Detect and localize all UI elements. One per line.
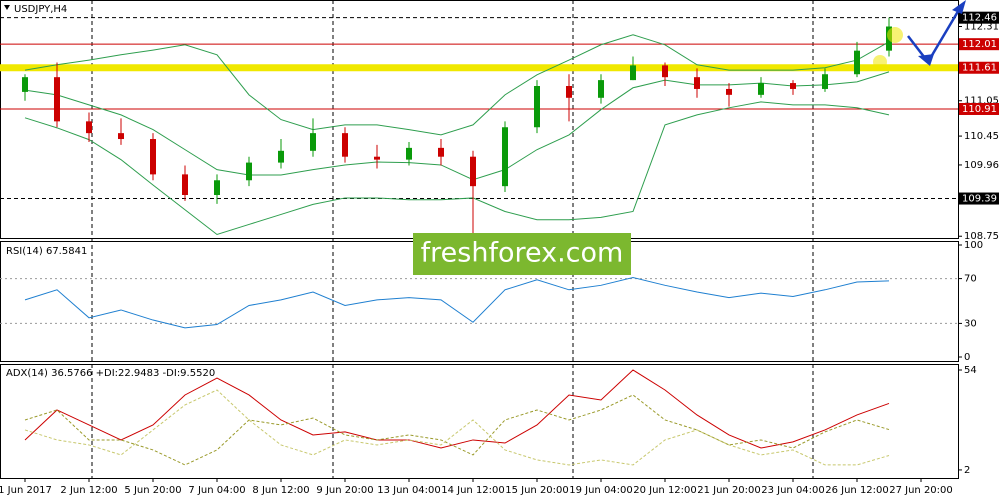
menu-icon	[4, 5, 10, 10]
x-tick-label: 19 Jun 04:00	[569, 485, 633, 496]
y-tick-label: 70	[964, 274, 977, 285]
candle-body	[598, 80, 604, 98]
adx-panel	[0, 364, 959, 479]
candle-body	[566, 86, 572, 98]
candle-body	[310, 133, 316, 151]
series-line	[24, 369, 890, 449]
series-line	[24, 101, 890, 236]
x-tick-label: 15 Jun 20:00	[505, 485, 569, 496]
series-line	[24, 71, 890, 181]
candle-body	[502, 127, 508, 187]
arrow-head	[918, 54, 934, 66]
level-label: 109.39	[962, 194, 997, 205]
x-tick-label: 5 Jun 20:00	[124, 485, 181, 496]
series-line	[24, 389, 890, 466]
y-tick-label: 112.31	[964, 22, 999, 33]
candle-body	[214, 180, 220, 195]
candle-body	[22, 77, 28, 92]
level-label-box	[959, 102, 999, 115]
series-line	[24, 34, 890, 136]
y-tick-label: 111.05	[964, 96, 999, 107]
y-tick-label: 108.75	[964, 231, 999, 242]
highlight	[873, 55, 887, 69]
candle-body	[534, 86, 540, 128]
candle-body	[54, 77, 60, 122]
candle-body	[470, 156, 476, 187]
x-tick-label: 7 Jun 04:00	[188, 485, 245, 496]
x-tick-label: 13 Jun 04:00	[377, 485, 441, 496]
candle-body	[374, 156, 380, 160]
level-label: 112.01	[962, 39, 997, 50]
candle-body	[278, 150, 284, 163]
x-tick-label: 2 Jun 12:00	[60, 485, 117, 496]
series-line	[24, 276, 890, 329]
plot-layer: 112.31 111.05 110.45 109.96 108.75 112.46 112.…	[0, 11, 999, 496]
level-label-box	[959, 38, 999, 51]
candle-body	[854, 50, 860, 75]
x-tick-label: 26 Jun 12:00	[825, 485, 889, 496]
candle-body	[246, 162, 252, 181]
candle-body	[662, 65, 668, 78]
x-tick-label: 1 Jun 2017	[0, 485, 52, 496]
level-label-box	[959, 11, 999, 24]
x-tick-label: 8 Jun 12:00	[252, 485, 309, 496]
y-tick-label: 2	[964, 465, 970, 476]
candle-body	[758, 83, 764, 95]
y-tick-label: 109.96	[964, 160, 999, 171]
candle-body	[118, 133, 124, 140]
level-label-box	[959, 61, 999, 74]
candle-body	[86, 121, 92, 134]
candle-body	[790, 83, 796, 89]
y-tick-label: 0	[964, 352, 970, 363]
y-tick-label: 110.45	[964, 131, 999, 142]
x-tick-label: 9 Jun 20:00	[316, 485, 373, 496]
annotations	[4, 0, 966, 69]
x-tick-label: 20 Jun 12:00	[633, 485, 697, 496]
x-tick-label: 14 Jun 12:00	[441, 485, 505, 496]
candle-body	[694, 77, 700, 89]
level-label-box	[959, 192, 999, 205]
watermark: freshforex.com	[421, 238, 624, 269]
level-label: 110.91	[962, 104, 997, 115]
candle-body	[150, 139, 156, 175]
level-label: 112.46	[962, 13, 997, 24]
candle-body	[182, 174, 188, 195]
x-tick-label: 21 Jun 20:00	[697, 485, 761, 496]
y-tick-label: 30	[964, 318, 977, 329]
candle-body	[630, 65, 636, 81]
candle-body	[406, 147, 412, 160]
arrow-head	[952, 0, 966, 14]
candle-body	[822, 74, 828, 89]
watermark-box	[413, 233, 631, 275]
series-line	[24, 394, 890, 466]
candle-body	[438, 147, 444, 157]
y-tick-label: 54	[964, 365, 977, 376]
y-tick-label: 100	[964, 240, 983, 251]
chart-title: USDJPY,H4	[14, 4, 67, 15]
candle-body	[342, 133, 348, 157]
adx-title: ADX(14) 36.5766 +DI:22.9483 -DI:9.5520	[6, 368, 215, 379]
rsi-title: RSI(14) 67.5841	[6, 246, 87, 257]
candle-body	[726, 88, 732, 95]
highlight	[887, 27, 903, 43]
x-tick-label: 23 Jun 04:00	[761, 485, 825, 496]
level-label: 111.61	[962, 63, 997, 74]
x-tick-label: 27 Jun 20:00	[889, 485, 953, 496]
